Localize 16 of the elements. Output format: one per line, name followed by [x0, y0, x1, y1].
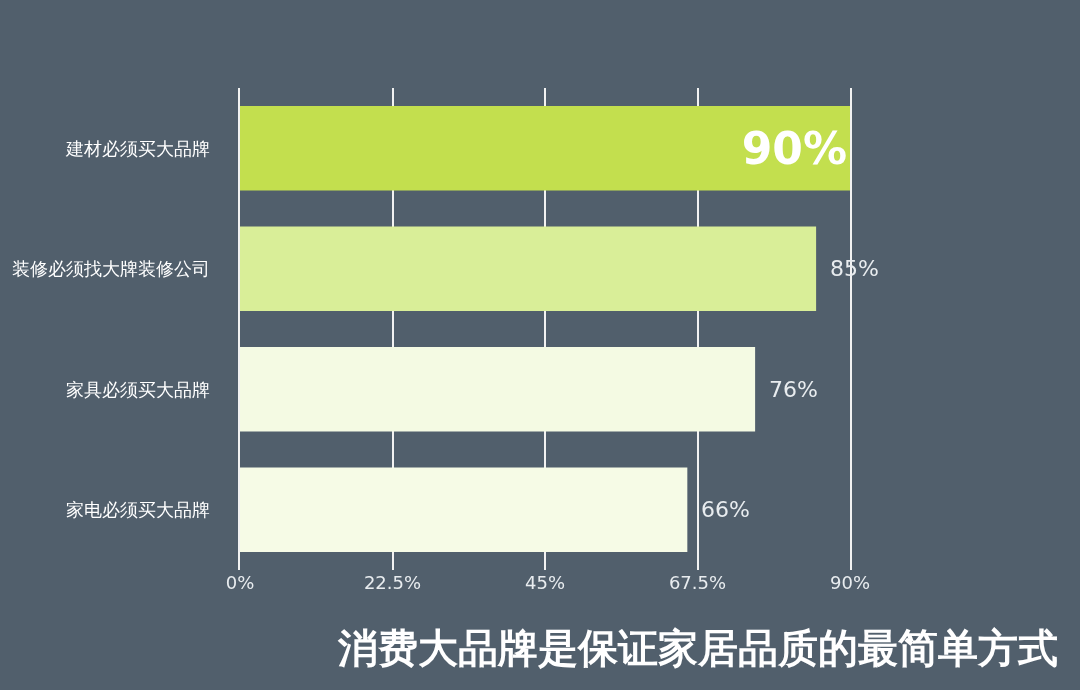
bar	[240, 226, 817, 311]
bar	[240, 106, 850, 191]
y-tick-label: 家电必须买大品牌	[65, 499, 210, 521]
x-tick-label: 45%	[524, 572, 566, 593]
x-tick-label: 67.5%	[668, 572, 727, 593]
x-tick-label: 22.5%	[363, 572, 422, 593]
data-label: 76%	[769, 377, 818, 402]
y-tick-label: 装修必须找大牌装修公司	[11, 258, 210, 280]
x-tick-label: 0%	[225, 572, 255, 593]
y-tick-label: 家具必须买大品牌	[65, 378, 210, 400]
x-tick-label: 90%	[829, 572, 871, 593]
data-label: 66%	[701, 497, 750, 522]
text: 消费大品牌是保证家居品质的最简单方式	[337, 625, 1059, 672]
bar	[240, 347, 756, 432]
y-tick-label: 建材必须买大品牌	[64, 137, 210, 159]
data-label: 90%	[741, 122, 847, 174]
